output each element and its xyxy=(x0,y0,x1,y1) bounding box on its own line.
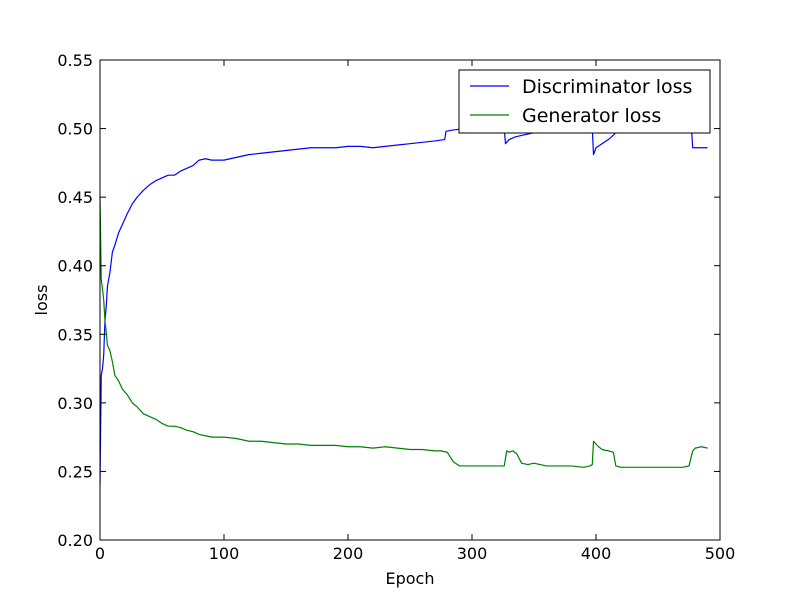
ticks-layer: 0 100 200 300 400 500 0.20 0.25 0.30 0.35 0.40 0.45… xyxy=(57,51,735,563)
x-tick-label: 0 xyxy=(95,544,105,563)
y-tick-label: 0.40 xyxy=(57,257,93,276)
x-tick-label: 400 xyxy=(581,544,612,563)
y-tick-label: 0.45 xyxy=(57,188,93,207)
x-tick-label: 300 xyxy=(457,544,488,563)
x-tick-label: 200 xyxy=(333,544,364,563)
y-tick-label: 0.20 xyxy=(57,531,93,550)
y-tick-label: 0.50 xyxy=(57,120,93,139)
y-tick-label: 0.25 xyxy=(57,462,93,481)
y-tick-label: 0.30 xyxy=(57,394,93,413)
y-axis-label: loss xyxy=(32,285,51,316)
plot-frame xyxy=(99,59,721,541)
x-axis-label: Epoch xyxy=(386,569,435,588)
series-layer xyxy=(100,127,708,486)
legend: Discriminator loss Generator loss xyxy=(458,69,711,134)
series-line-generator-loss xyxy=(100,197,708,468)
y-tick-label: 0.35 xyxy=(57,325,93,344)
legend-box xyxy=(458,69,711,134)
series-line-discriminator-loss xyxy=(100,127,708,486)
legend-entry-label: Discriminator loss xyxy=(522,76,692,98)
x-tick-label: 500 xyxy=(705,544,736,563)
y-tick-label: 0.55 xyxy=(57,51,93,70)
x-tick-label: 100 xyxy=(209,544,240,563)
legend-entry-label: Generator loss xyxy=(522,105,661,127)
